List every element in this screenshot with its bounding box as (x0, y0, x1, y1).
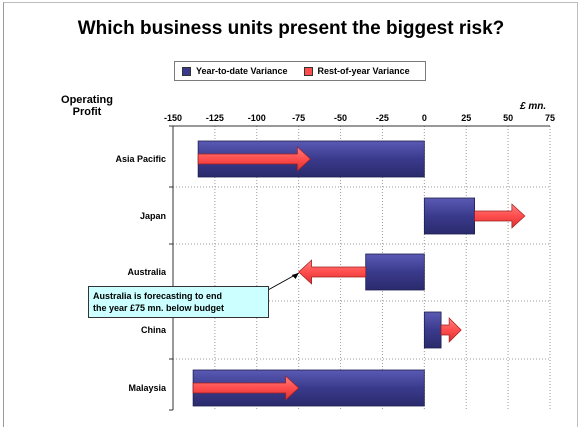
y-axis-label-line1: Operating (61, 94, 113, 106)
arrow-roy (197, 146, 311, 172)
bar-ytd (365, 253, 425, 291)
legend: Year-to-date Variance Rest-of-year Varia… (174, 61, 426, 81)
category-label: Asia Pacific (115, 154, 166, 164)
arrow-roy (298, 259, 367, 285)
category-label: Japan (140, 211, 166, 221)
category-label: Australia (127, 267, 167, 277)
x-tick-label: 75 (545, 113, 555, 123)
category-label: China (141, 325, 167, 335)
category-label: Malaysia (128, 383, 167, 393)
chart-frame (3, 2, 578, 427)
x-tick-label: -150 (164, 113, 182, 123)
y-axis-label-line2: Profit (72, 106, 102, 118)
y-axis-label: Operating Profit (52, 94, 122, 118)
x-tick-label: 25 (461, 113, 471, 123)
annotation-line2: the year £75 mn. below budget (93, 303, 225, 313)
legend-swatch-ytd (182, 66, 191, 76)
arrow-roy (474, 203, 526, 229)
bar-ytd (423, 311, 442, 349)
annotation-pointer-head (291, 273, 299, 279)
annotation-line1: Australia is forecasting to end (93, 291, 223, 301)
annotation-callout: Australia is forecasting to end the year… (88, 286, 269, 318)
arrow-roy (440, 317, 462, 343)
chart-title: Which business units present the biggest… (77, 18, 505, 39)
legend-item-ytd: Year-to-date Variance (182, 66, 288, 76)
legend-label-ytd: Year-to-date Variance (196, 66, 288, 76)
x-tick-label: -75 (292, 113, 305, 123)
x-tick-label: -50 (334, 113, 347, 123)
x-tick-label: 50 (503, 113, 513, 123)
legend-swatch-roy (303, 66, 313, 76)
unit-label: £ mn. (520, 101, 547, 112)
x-tick-label: 0 (422, 113, 427, 123)
arrow-roy (192, 375, 300, 401)
x-tick-label: -25 (376, 113, 389, 123)
x-tick-label: -100 (248, 113, 266, 123)
x-tick-label: -125 (206, 113, 224, 123)
legend-label-roy: Rest-of-year Variance (317, 66, 410, 76)
legend-item-roy: Rest-of-year Variance (303, 66, 410, 76)
bar-ytd (423, 197, 476, 235)
